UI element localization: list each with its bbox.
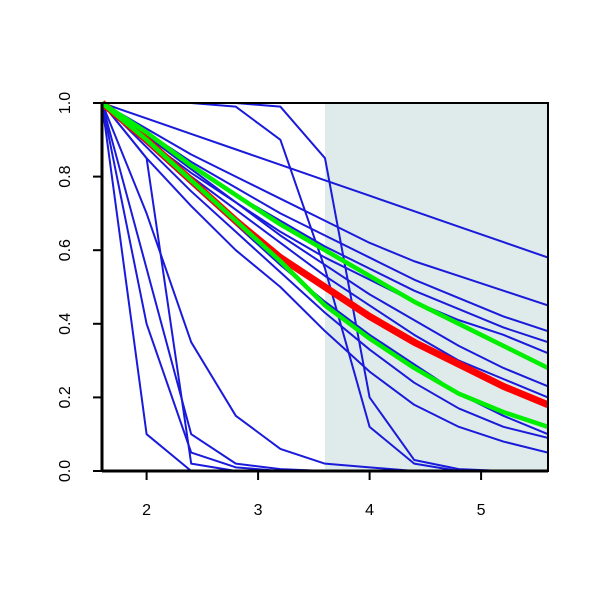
series-line — [102, 101, 548, 370]
series-line — [102, 102, 548, 454]
series-line — [102, 101, 548, 429]
y-tick-label: 1.0 — [57, 92, 74, 114]
x-tick-label: 5 — [477, 502, 486, 519]
series-line — [102, 102, 548, 259]
shaded-region — [325, 103, 548, 471]
y-tick-label: 0.8 — [57, 165, 74, 187]
x-tick-label: 2 — [142, 502, 151, 519]
series-line — [102, 102, 548, 307]
series-line — [102, 102, 548, 388]
y-tick-label: 0.0 — [57, 460, 74, 482]
x-tick-label: 4 — [365, 502, 374, 519]
x-tick-label: 3 — [254, 502, 263, 519]
y-tick-label: 0.6 — [57, 239, 74, 261]
series-line — [102, 102, 548, 355]
series-line — [102, 102, 548, 439]
y-tick-label: 0.2 — [57, 386, 74, 408]
y-tick-label: 0.4 — [57, 313, 74, 335]
